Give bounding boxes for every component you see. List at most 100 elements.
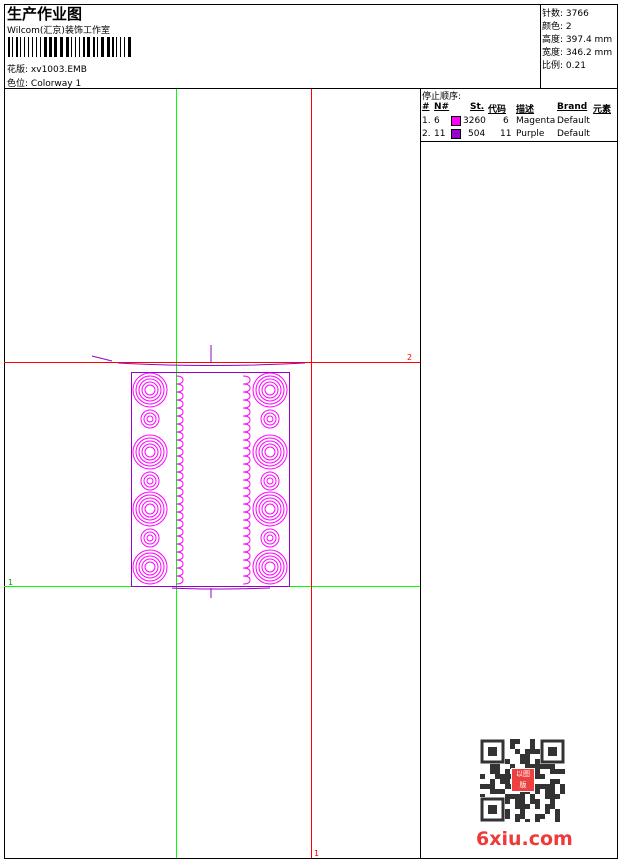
motif-ring	[260, 528, 280, 548]
barcode-bar	[75, 37, 76, 57]
qr-module	[535, 759, 540, 764]
sheet-frame	[4, 4, 618, 859]
col-index: #	[422, 102, 430, 112]
design-outline	[131, 372, 290, 587]
motif-ring	[143, 474, 157, 488]
embroidery-design	[91, 345, 306, 598]
motif-ring	[264, 446, 276, 458]
qr-module	[520, 809, 525, 814]
qr-module	[530, 739, 535, 744]
barcode-bar	[32, 37, 33, 57]
qr-module	[515, 799, 520, 804]
motif-ring	[263, 531, 277, 545]
qr-module	[525, 759, 530, 764]
qr-finder	[540, 739, 565, 764]
motif-ring	[261, 381, 279, 399]
qr-module	[535, 784, 540, 789]
qr-module	[505, 759, 510, 764]
qr-module	[550, 784, 555, 789]
motif-ring	[263, 412, 277, 426]
qr-module	[560, 769, 565, 774]
qr-module	[555, 779, 560, 784]
barcode-bar	[124, 37, 125, 57]
qr-module	[520, 754, 525, 759]
qr-module	[525, 749, 530, 754]
motif-ring	[144, 503, 156, 515]
qr-module	[515, 804, 520, 809]
motif-ring	[141, 381, 159, 399]
barcode-bar	[54, 37, 57, 57]
qr-module	[500, 789, 505, 794]
info-stitches: 针数: 3766	[542, 9, 589, 19]
col-brand: Brand	[557, 102, 588, 112]
qr-module	[520, 804, 525, 809]
qr-module	[525, 819, 530, 822]
qr-module	[530, 749, 535, 754]
motif-ring	[146, 534, 154, 542]
qr-module	[545, 789, 550, 794]
motif-ring	[138, 497, 162, 521]
barcode-bar	[36, 37, 37, 57]
marker-left: 1	[8, 578, 13, 587]
info-height: 高度: 397.4 mm	[542, 35, 613, 45]
motif-ring	[132, 549, 168, 585]
motif-ring	[252, 491, 288, 527]
motif-ring	[141, 558, 159, 576]
qr-module	[505, 814, 510, 819]
qr-module	[505, 769, 510, 774]
qr-module	[535, 789, 540, 794]
page-title: 生产作业图	[7, 5, 83, 23]
qr-module	[520, 794, 525, 799]
qr-module	[555, 809, 560, 814]
motif-ring	[146, 415, 154, 423]
qr-module	[495, 764, 500, 769]
qr-module	[520, 759, 525, 764]
motif-ring	[264, 561, 276, 573]
motif-ring	[252, 372, 288, 408]
motif-ring	[263, 474, 277, 488]
motif-ring	[144, 446, 156, 458]
qr-module	[515, 814, 520, 819]
qr-code	[480, 739, 565, 822]
qr-module	[550, 779, 555, 784]
barcode-bar	[93, 37, 95, 57]
motif-ring	[140, 471, 160, 491]
col-code: 代码	[488, 105, 507, 115]
design-label: 花版:	[7, 65, 29, 75]
motif-ring	[264, 384, 276, 396]
scroll-border	[242, 375, 251, 585]
divider	[4, 88, 617, 89]
qr-module	[505, 799, 510, 804]
qr-module	[555, 819, 560, 822]
qr-module	[505, 809, 510, 814]
barcode-bar	[12, 37, 13, 57]
qr-module	[495, 789, 500, 794]
qr-module	[525, 804, 530, 809]
motif-ring	[132, 434, 168, 470]
qr-module	[530, 764, 535, 769]
barcode-bar	[71, 37, 72, 57]
barcode-bar	[66, 37, 69, 57]
qr-module	[535, 774, 540, 779]
qr-module	[540, 764, 545, 769]
qr-module	[545, 804, 550, 809]
qr-module	[515, 739, 520, 744]
barcode-bar	[16, 37, 18, 57]
info-colors: 颜色: 2	[542, 22, 572, 32]
motif-ring	[252, 549, 288, 585]
qr-module	[555, 769, 560, 774]
motif-ring	[261, 500, 279, 518]
motif-ring	[255, 437, 285, 467]
qr-module	[550, 769, 555, 774]
qr-module	[540, 814, 545, 819]
barcode-bar	[8, 37, 10, 57]
qr-module	[520, 799, 525, 804]
col-element: 元素	[593, 105, 612, 115]
motif-ring	[258, 440, 282, 464]
qr-module	[510, 764, 515, 769]
motif-ring	[258, 378, 282, 402]
barcode-bar	[101, 37, 104, 57]
barcode-bar	[44, 37, 47, 57]
motif-ring	[261, 443, 279, 461]
qr-module	[550, 794, 555, 799]
